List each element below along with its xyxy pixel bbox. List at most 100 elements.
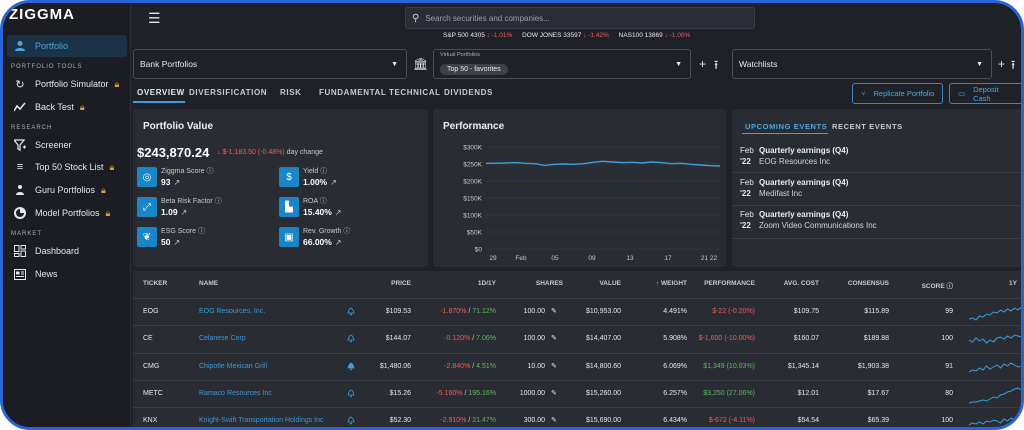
tab-dividends[interactable]: DIVIDENDS — [444, 88, 493, 97]
hamburger-menu-icon[interactable]: ☰ — [148, 10, 161, 26]
col-avg-cost[interactable]: AVG. COST — [783, 280, 819, 287]
bell-icon[interactable] — [347, 361, 355, 373]
tab-diversification[interactable]: DIVERSIFICATION — [189, 88, 268, 97]
value-cell: $15,690.00 — [585, 417, 621, 424]
event-item[interactable]: Feb '22 Quarterly earnings (Q4) Zoom Vid… — [740, 209, 1020, 241]
lock-icon: 🔒︎ — [105, 207, 111, 218]
tab-upcoming-events[interactable]: UPCOMING EVENTS — [745, 122, 828, 131]
bank-icon[interactable]: 🏛︎ — [413, 57, 429, 71]
lock-icon: 🔒︎ — [109, 161, 115, 172]
company-link[interactable]: EOG Resources, Inc. — [199, 308, 266, 315]
table-row[interactable]: KNX Knight-Swift Transportation Holdings … — [133, 407, 1021, 427]
search-placeholder: Search securities and companies... — [425, 13, 550, 23]
price-cell: $1,480.06 — [379, 363, 411, 370]
table-row[interactable]: EOG EOG Resources, Inc. $109.53 -1.870% / 7… — [133, 298, 1021, 325]
sidebar-item-portfolio-simulator[interactable]: ↻ Portfolio Simulator 🔒︎ — [7, 73, 127, 95]
ticker-cell: CE — [143, 335, 153, 342]
col-name[interactable]: NAME — [199, 280, 219, 287]
sparkline-1y — [968, 303, 1021, 325]
company-link[interactable]: Chipotle Mexican Grill — [199, 363, 268, 370]
edit-pencil-icon[interactable]: ✎ — [551, 335, 557, 342]
table-row[interactable]: CMG Chipotle Mexican Grill $1,480.06 -2.840… — [133, 353, 1021, 380]
deposit-cash-button[interactable]: ▭ Deposit Cash — [949, 83, 1021, 104]
col-1y[interactable]: 1Y — [1009, 280, 1017, 287]
table-row[interactable]: CE Celanese Corp $144.07 -0.120% / 7.06% 100… — [133, 325, 1021, 352]
bank-portfolios-select[interactable]: Bank Portfolios ▼ — [133, 49, 407, 79]
event-company: Medifast Inc — [759, 189, 803, 198]
col-consensus[interactable]: CONSENSUS — [847, 280, 889, 287]
search-icon: ⚲ — [412, 12, 420, 24]
change-cell: -0.120% / 7.06% — [444, 335, 496, 342]
performance-chart: $300K $250K $200K $150K $100K $50K $0 29 Feb 05 09… — [463, 145, 721, 262]
watchlists-select[interactable]: Watchlists ▼ — [732, 49, 992, 79]
edit-pencil-icon[interactable]: ✎ — [551, 363, 557, 370]
screener-icon — [13, 138, 27, 152]
tab-fundamental[interactable]: FUNDAMENTAL — [319, 88, 387, 97]
portfolio-chip[interactable]: Top 50 - favorites — [440, 63, 508, 75]
upload-icon[interactable]: ⭱ — [1011, 58, 1016, 72]
event-item[interactable]: Feb '22 Quarterly earnings (Q4) EOG Reso… — [740, 145, 1020, 177]
add-portfolio-icon[interactable]: + — [699, 57, 707, 71]
add-watchlist-icon[interactable]: + — [998, 57, 1006, 71]
search-input[interactable]: ⚲ Search securities and companies... — [405, 7, 755, 29]
lock-icon: 🔒︎ — [114, 78, 120, 89]
metric-value: 1.00% ↗ — [303, 177, 337, 187]
col-score[interactable]: SCORE ⓘ — [921, 283, 953, 290]
tab-overview[interactable]: OVERVIEW — [137, 88, 185, 97]
edit-pencil-icon[interactable]: ✎ — [551, 308, 557, 315]
virtual-portfolios-select[interactable]: Virtual Portfolios Top 50 - favorites ▼ — [433, 49, 691, 79]
consensus-cell: $115.89 — [864, 308, 889, 315]
price-cell: $52.30 — [389, 417, 411, 424]
col-1d1y[interactable]: 1D/1Y — [477, 280, 496, 287]
sidebar-item-dashboard[interactable]: Dashboard — [7, 240, 127, 262]
event-title: Quarterly earnings (Q4) — [759, 210, 849, 219]
ticker-cell: METC — [143, 390, 163, 397]
table-row[interactable]: METC Ramaco Resources Inc $15.26 -5.160% / … — [133, 380, 1021, 407]
sidebar-item-guru-portfolios[interactable]: Guru Portfolios 🔒︎ — [7, 179, 127, 201]
event-item[interactable]: Feb '22 Quarterly earnings (Q4) Medifast… — [740, 177, 1020, 209]
tab-recent-events[interactable]: RECENT EVENTS — [832, 122, 903, 131]
company-link[interactable]: Knight-Swift Transportation Holdings Inc — [199, 417, 324, 424]
score-cell: 99 — [945, 308, 953, 315]
dashboard-icon — [13, 244, 27, 258]
bell-icon[interactable] — [347, 388, 355, 400]
x-tick-label: 21 22 — [701, 255, 718, 262]
col-performance[interactable]: PERFORMANCE — [704, 280, 755, 287]
upload-icon[interactable]: ⭱ — [714, 58, 719, 72]
sidebar-item-top-50[interactable]: ≡ Top 50 Stock List 🔒︎ — [7, 156, 127, 178]
edit-pencil-icon[interactable]: ✎ — [551, 417, 557, 424]
sidebar-item-portfolio[interactable]: Portfolio — [7, 35, 127, 57]
sparkline-1y — [968, 385, 1021, 407]
bell-icon[interactable] — [347, 333, 355, 345]
tab-risk[interactable]: RISK — [280, 88, 302, 97]
sidebar-item-back-test[interactable]: Back Test 🔒︎ — [7, 96, 127, 118]
y-tick-label: $0 — [475, 247, 483, 254]
tab-technical[interactable]: TECHNICAL — [389, 88, 441, 97]
company-link[interactable]: Celanese Corp — [199, 335, 246, 342]
sidebar-item-model-portfolios[interactable]: Model Portfolios 🔒︎ — [7, 202, 127, 224]
col-weight[interactable]: ↑ WEIGHT — [655, 280, 687, 287]
replicate-portfolio-button[interactable]: ⑂ Replicate Portfolio — [852, 83, 944, 104]
sidebar-item-screener[interactable]: Screener — [7, 134, 127, 156]
performance-cell: $3,250 (27.06%) — [703, 390, 755, 397]
active-tab-indicator — [133, 101, 185, 103]
ticker-cell: CMG — [143, 363, 160, 370]
bell-icon[interactable] — [347, 415, 355, 427]
edit-pencil-icon[interactable]: ✎ — [551, 390, 557, 397]
sidebar-item-label: Back Test — [35, 102, 74, 112]
change-cell: -5.160% / 195.16% — [436, 390, 496, 397]
cash-icon: ▭ — [958, 89, 966, 98]
col-shares[interactable]: SHARES — [535, 280, 563, 287]
bell-icon[interactable] — [347, 306, 355, 318]
consensus-cell: $17.67 — [867, 390, 889, 397]
dollar-icon: $ — [279, 167, 299, 187]
col-price[interactable]: PRICE — [391, 280, 411, 287]
portfolio-icon — [13, 39, 27, 53]
company-link[interactable]: Ramaco Resources Inc — [199, 390, 272, 397]
weight-cell: 6.257% — [663, 390, 687, 397]
sidebar-item-news[interactable]: News — [7, 263, 127, 285]
performance-cell: $-1,600 (-10.00%) — [698, 335, 755, 342]
watchlists-value: Watchlists — [739, 59, 778, 69]
col-ticker[interactable]: TICKER — [143, 280, 168, 287]
col-value[interactable]: VALUE — [599, 280, 621, 287]
